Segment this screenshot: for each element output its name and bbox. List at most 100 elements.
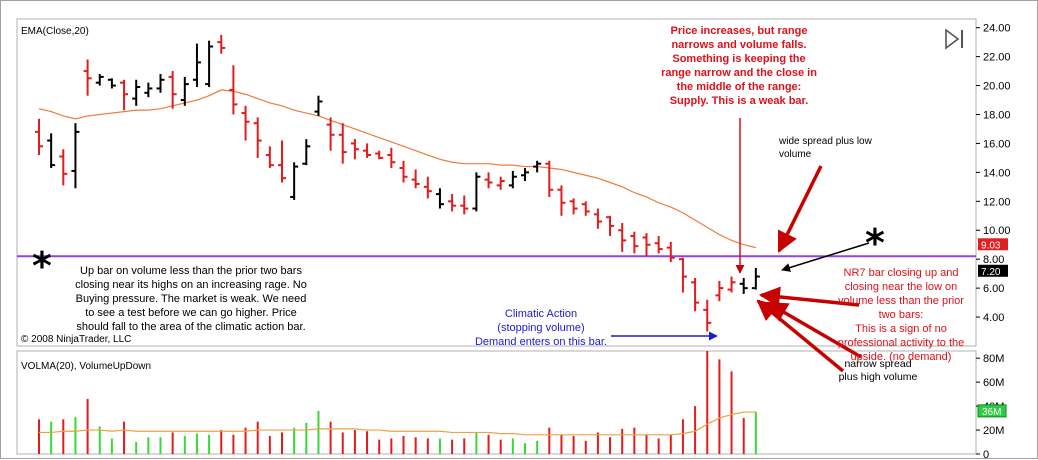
ohlc-bar [484, 172, 493, 189]
ohlc-bar [241, 105, 250, 141]
ohlc-bar [435, 188, 444, 209]
ohlc-bar [545, 160, 554, 197]
ema-line [38, 89, 756, 249]
price-tag-box [978, 264, 1008, 277]
ohlc-bar [508, 170, 517, 189]
price-axis-tick-label: 8.00 [983, 254, 1004, 266]
ohlc-bar [569, 198, 578, 215]
ohlc-bar [557, 185, 566, 216]
price-tag-label: 9.03 [981, 240, 1001, 251]
ohlc-bar [630, 231, 639, 254]
ohlc-bar [290, 162, 299, 200]
ohlc-bar [581, 201, 590, 216]
ohlc-bar [399, 160, 408, 183]
ohlc-bar [180, 76, 189, 106]
price-panel-frame [16, 18, 977, 347]
narrow-spread-arrow [766, 301, 862, 359]
price-tag-label: 7.20 [981, 267, 1001, 278]
ohlc-bar [35, 118, 43, 156]
asterisk-icon: * [865, 221, 885, 265]
wide-spread-arrow [777, 165, 823, 253]
ohlc-bar [144, 82, 153, 98]
ohlc-bar [411, 169, 420, 189]
ohlc-bar [107, 78, 116, 89]
ohlc-bar [47, 133, 56, 169]
ohlc-bar [375, 150, 384, 160]
price-axis-tick-label: 4.00 [983, 312, 1004, 324]
price-tag: 7.20 [978, 264, 1008, 278]
price-axis-tick-label: 22.00 [983, 52, 1011, 64]
annotation-supply-note: Price increases, but range narrows and v… [661, 25, 817, 107]
narrow-spread-arrow-2 [756, 299, 845, 373]
ema-indicator-label: EMA(Close,20) [21, 26, 89, 37]
ohlc-bar [521, 168, 529, 182]
ohlc-bar [326, 117, 335, 151]
copyright-text: © 2008 NinjaTrader, LLC [21, 334, 132, 345]
ohlc-bar [606, 215, 615, 237]
price-axis-tick-label: 6.00 [983, 283, 1004, 295]
ohlc-bar [217, 34, 226, 54]
ohlc-bar [678, 257, 687, 293]
annotation-arrows: ** [32, 118, 885, 373]
ohlc-bar [192, 43, 201, 88]
price-layer: 24.00 22.00 20.00 18.00 16.00 14.00 12.00 10.00… [17, 23, 1011, 332]
price-axis-tick-label: 12.00 [983, 196, 1011, 208]
price-tag-box [978, 238, 1008, 251]
ohlc-bar [71, 123, 80, 189]
ohlc-bar [253, 117, 262, 158]
ohlc-bar [205, 40, 214, 88]
volume-axis-tick-label: 60M [983, 377, 1004, 389]
volume-tag-box [977, 404, 1007, 418]
ohlc-bar [496, 176, 505, 190]
price-axis-tick-label: 18.00 [983, 109, 1011, 121]
price-axis-tick-label: 10.00 [983, 225, 1011, 237]
ohlc-bar [265, 146, 274, 169]
asterisk-icon: * [32, 244, 52, 288]
nr7-arrow [758, 286, 860, 308]
annotation-left-note: Up bar on volume less than the prior two… [75, 265, 307, 333]
volume-axis-tick-label: 20M [983, 425, 1004, 437]
ohlc-bar [350, 139, 359, 160]
ohlc-bar [59, 149, 68, 186]
annotation-nr7-note: NR7 bar closing up and closing near the … [837, 267, 965, 363]
ohlc-bar [703, 299, 712, 332]
ohlc-bar [448, 194, 457, 212]
ohlc-bar [715, 280, 724, 302]
ohlc-bar [314, 95, 323, 116]
volume-indicator-label: VOLMA(20), VolumeUpDown [21, 361, 152, 372]
ohlc-bar [739, 277, 748, 294]
ohlc-bar [132, 79, 141, 106]
volume-tag-label: 36M [982, 407, 1001, 418]
ohlc-bar [387, 147, 396, 169]
ohlc-bar [472, 172, 481, 212]
annotation-narrow-spread-note: narrow spread plus high volume [838, 358, 918, 383]
volume-panel-frame [16, 350, 977, 455]
ohlc-bar [83, 59, 92, 96]
ohlc-bar [338, 123, 347, 164]
volume-axis-tick-label: 80M [983, 353, 1004, 365]
ohlc-bar [642, 233, 651, 257]
ohlc-bar [156, 73, 165, 93]
volume-tag: 36M [977, 404, 1007, 418]
play-end-icon[interactable] [944, 28, 968, 50]
volma-line [39, 411, 756, 436]
price-tag: 9.03 [978, 238, 1008, 251]
ohlc-bar [618, 223, 627, 252]
ohlc-bar [278, 140, 286, 183]
annotation-wide-spread-note: wide spread plus low volume [779, 136, 872, 160]
price-axis-tick-label: 14.00 [983, 167, 1011, 179]
ohlc-bar [302, 139, 311, 166]
ohlc-bar [654, 236, 663, 254]
ohlc-bar [593, 208, 602, 229]
volume-layer: 80M60M40M20M036M [38, 351, 1007, 460]
asterisk-arrow [781, 242, 870, 272]
ohlc-bar [229, 65, 238, 115]
price-axis-tick-label: 24.00 [983, 23, 1011, 35]
ohlc-bar [120, 79, 129, 111]
price-axis-tick-label: 16.00 [983, 138, 1011, 150]
ohlc-bar [751, 267, 760, 290]
annotation-climatic-note: Climatic Action (stopping volume) Demand… [474, 308, 608, 348]
ohlc-bar [533, 160, 542, 173]
